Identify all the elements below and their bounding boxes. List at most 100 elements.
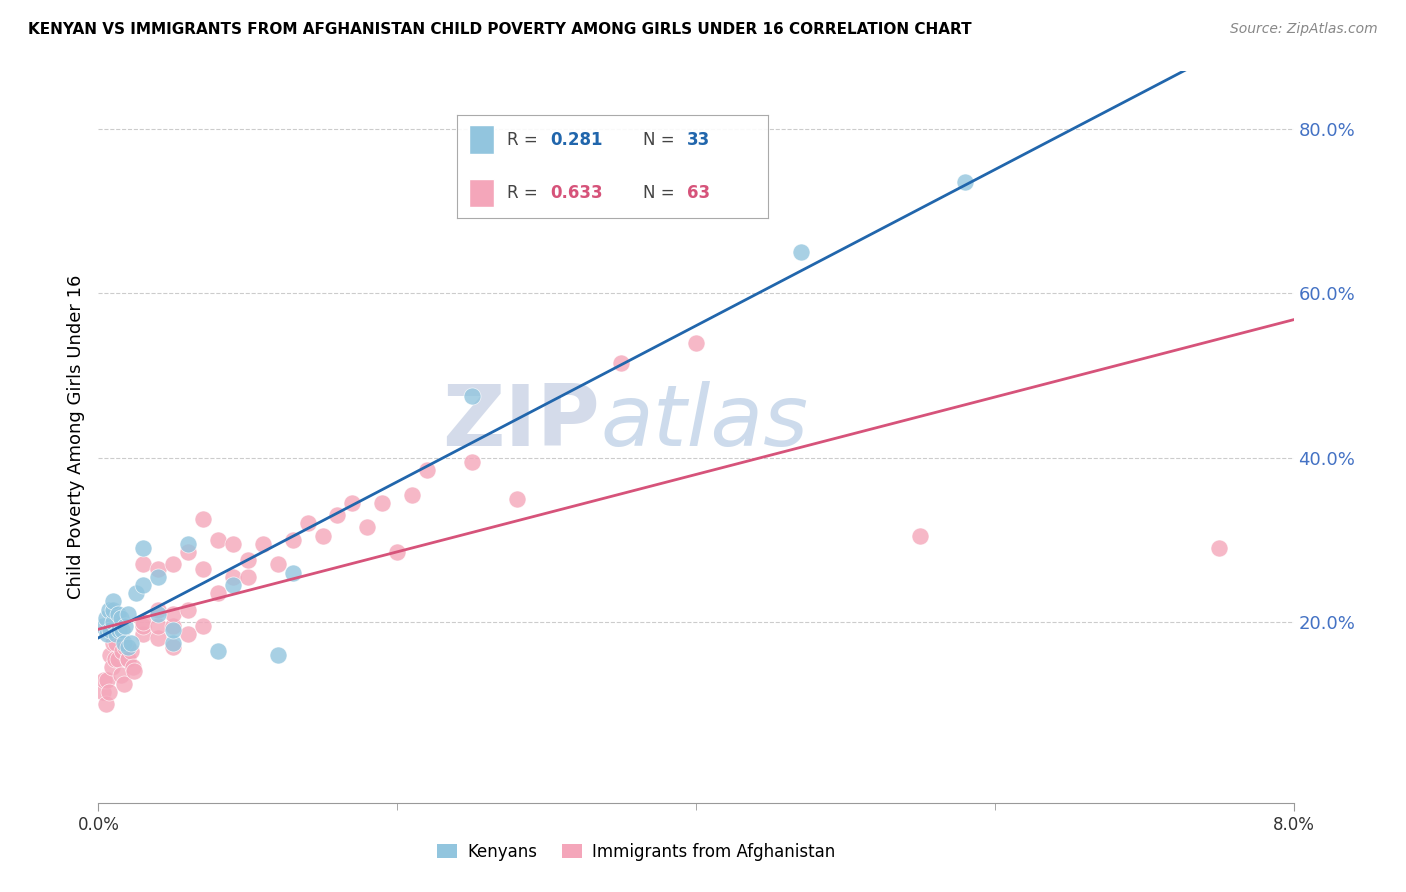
Text: Source: ZipAtlas.com: Source: ZipAtlas.com bbox=[1230, 22, 1378, 37]
Point bbox=[685, 335, 707, 350]
Point bbox=[120, 635, 142, 649]
Point bbox=[98, 648, 122, 662]
Point bbox=[162, 635, 184, 649]
Text: atlas: atlas bbox=[600, 381, 808, 464]
Point bbox=[96, 673, 118, 687]
Point bbox=[117, 652, 139, 666]
Point bbox=[132, 615, 155, 629]
Point bbox=[416, 463, 439, 477]
Point bbox=[117, 607, 139, 621]
Point bbox=[385, 545, 409, 559]
Point bbox=[112, 676, 135, 690]
Point bbox=[93, 673, 115, 687]
Point bbox=[105, 627, 128, 641]
Point bbox=[162, 607, 184, 621]
Point bbox=[103, 635, 125, 649]
Point bbox=[132, 558, 155, 572]
Point bbox=[105, 635, 128, 649]
Point bbox=[117, 640, 139, 654]
Point bbox=[124, 665, 146, 679]
Point bbox=[103, 594, 125, 608]
Point bbox=[207, 533, 229, 547]
Point bbox=[162, 624, 184, 638]
Point bbox=[148, 619, 170, 633]
Point bbox=[162, 640, 184, 654]
Point bbox=[114, 640, 136, 654]
Point bbox=[222, 537, 245, 551]
Point bbox=[98, 624, 122, 638]
Point bbox=[610, 356, 633, 370]
Point bbox=[222, 578, 245, 592]
Point bbox=[104, 652, 127, 666]
Point bbox=[94, 611, 117, 625]
Point bbox=[91, 685, 114, 699]
Point bbox=[132, 627, 155, 641]
Point bbox=[94, 697, 117, 711]
Point bbox=[107, 607, 129, 621]
Point bbox=[101, 660, 124, 674]
Point bbox=[148, 602, 170, 616]
Point bbox=[506, 491, 529, 506]
Point bbox=[108, 624, 131, 638]
Point bbox=[267, 648, 290, 662]
Point bbox=[110, 611, 132, 625]
Point bbox=[342, 496, 364, 510]
Point bbox=[371, 496, 394, 510]
Point bbox=[114, 619, 136, 633]
Point bbox=[222, 570, 245, 584]
Point bbox=[111, 624, 134, 638]
Point bbox=[207, 644, 229, 658]
Point bbox=[112, 635, 135, 649]
Point bbox=[111, 644, 134, 658]
Point bbox=[207, 586, 229, 600]
Point bbox=[148, 607, 170, 621]
Point bbox=[148, 570, 170, 584]
Text: KENYAN VS IMMIGRANTS FROM AFGHANISTAN CHILD POVERTY AMONG GIRLS UNDER 16 CORRELA: KENYAN VS IMMIGRANTS FROM AFGHANISTAN CH… bbox=[28, 22, 972, 37]
Point bbox=[461, 389, 484, 403]
Point bbox=[107, 652, 129, 666]
Point bbox=[96, 627, 118, 641]
Point bbox=[103, 619, 125, 633]
Point bbox=[789, 245, 811, 260]
Point bbox=[103, 615, 125, 629]
Point bbox=[236, 570, 259, 584]
Point bbox=[132, 619, 155, 633]
Point bbox=[177, 537, 200, 551]
Point bbox=[267, 558, 290, 572]
Point bbox=[297, 516, 319, 531]
Point bbox=[461, 455, 484, 469]
Point bbox=[311, 529, 333, 543]
Point bbox=[191, 561, 214, 575]
Point bbox=[177, 545, 200, 559]
Point bbox=[177, 602, 200, 616]
Point bbox=[120, 644, 142, 658]
Y-axis label: Child Poverty Among Girls Under 16: Child Poverty Among Girls Under 16 bbox=[66, 275, 84, 599]
Point bbox=[132, 578, 155, 592]
Point bbox=[908, 529, 931, 543]
Point bbox=[97, 685, 120, 699]
Text: ZIP: ZIP bbox=[443, 381, 600, 464]
Point bbox=[236, 553, 259, 567]
Point bbox=[148, 632, 170, 646]
Point bbox=[326, 508, 349, 523]
Point bbox=[125, 586, 148, 600]
Point bbox=[132, 541, 155, 555]
Point bbox=[401, 487, 423, 501]
Point bbox=[110, 668, 132, 682]
Point bbox=[252, 537, 274, 551]
Point bbox=[191, 619, 214, 633]
Point bbox=[191, 512, 214, 526]
Point bbox=[177, 627, 200, 641]
Point bbox=[117, 652, 139, 666]
Point bbox=[356, 520, 378, 534]
Point bbox=[148, 561, 170, 575]
Point bbox=[1208, 541, 1230, 555]
Point bbox=[953, 175, 976, 189]
Point bbox=[97, 602, 120, 616]
Point bbox=[281, 566, 304, 580]
Legend: Kenyans, Immigrants from Afghanistan: Kenyans, Immigrants from Afghanistan bbox=[430, 837, 842, 868]
Point bbox=[281, 533, 304, 547]
Point bbox=[162, 558, 184, 572]
Point bbox=[103, 602, 125, 616]
Point bbox=[121, 660, 143, 674]
